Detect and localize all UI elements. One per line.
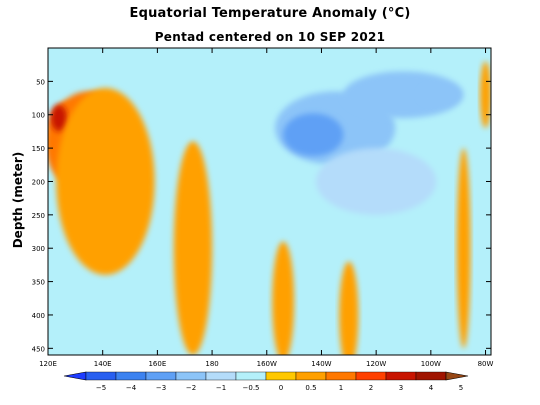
x-tick-label: 160E: [148, 360, 166, 368]
colorbar-segment: [85, 371, 117, 381]
colorbar-segment: [355, 371, 387, 381]
colorbar-label: −4: [126, 384, 137, 392]
x-tick-label: 180: [205, 360, 218, 368]
colorbar-segment: [385, 371, 417, 381]
y-tick-label: 150: [32, 145, 45, 153]
chart-title: Equatorial Temperature Anomaly (°C): [129, 6, 411, 21]
anomaly-region-7: [272, 241, 295, 355]
anomaly-region-14: [419, 84, 459, 105]
y-tick-label: 100: [32, 112, 45, 120]
colorbar-segment: [115, 371, 147, 381]
anomaly-region-6: [173, 141, 213, 355]
y-tick-label: 350: [32, 279, 45, 287]
colorbar-label: 5: [459, 384, 463, 392]
anomaly-region-5: [56, 88, 155, 275]
y-tick-label: 50: [36, 78, 45, 86]
x-tick-label: 120W: [366, 360, 386, 368]
plot-frame: [47, 47, 492, 356]
x-tick-label: 100W: [421, 360, 441, 368]
colorbar-label: 3: [399, 384, 403, 392]
y-tick-label: 400: [32, 312, 45, 320]
x-axis: 120E 140E 160E 180 160W 140W 120W 100W 80W: [39, 48, 494, 368]
anomaly-region-2: [50, 104, 68, 132]
colorbar-label: 2: [369, 384, 373, 392]
chart-subtitle: Pentad centered on 10 SEP 2021: [154, 30, 386, 44]
colorbar-label: −0.5: [243, 384, 260, 392]
colorbar-label: −1: [216, 384, 226, 392]
anomaly-region-9: [456, 148, 471, 349]
x-tick-label: 160W: [257, 360, 277, 368]
y-tick-label: 250: [32, 212, 45, 220]
colorbar-extend-high: [445, 371, 469, 381]
anomaly-region-12: [283, 113, 344, 157]
x-tick-label: 140E: [94, 360, 112, 368]
colorbar-label: 1: [339, 384, 343, 392]
y-axis: 50 100 150 200 250 300 350 400 450: [32, 78, 491, 353]
colorbar-segment: [295, 371, 327, 381]
y-tick-label: 200: [32, 178, 45, 186]
anomaly-region-15: [315, 148, 437, 215]
colorbar-label: −5: [96, 384, 106, 392]
x-tick-label: 140W: [311, 360, 331, 368]
colorbar-segment: [175, 371, 207, 381]
anomaly-region-8: [339, 261, 359, 355]
colorbar-segment: [205, 371, 237, 381]
y-tick-label: 450: [32, 345, 45, 353]
colorbar-label: −3: [156, 384, 166, 392]
colorbar-segment: [415, 371, 447, 381]
colorbar-segment: [145, 371, 177, 381]
colorbar-label: −2: [186, 384, 196, 392]
anomaly-region-10: [480, 61, 491, 129]
y-axis-label: Depth (meter): [11, 152, 25, 249]
x-tick-label: 120E: [39, 360, 57, 368]
anomaly-region-13: [343, 71, 464, 119]
colorbar-label: 0: [279, 384, 283, 392]
y-tick-label: 300: [32, 245, 45, 253]
colorbar-segment: [325, 371, 357, 381]
colorbar-label: 0.5: [305, 384, 316, 392]
colorbar-extend-low: [63, 371, 87, 381]
colorbar: −5 −4 −3 −2 −1 −0.5 0 0.5 1 2 3 4 5: [63, 371, 469, 392]
anomaly-field: [48, 61, 491, 355]
colorbar-label: 4: [429, 384, 434, 392]
y-axis-label-box: Depth (meter): [11, 152, 25, 249]
colorbar-segment: [235, 371, 267, 381]
x-tick-label: 80W: [478, 360, 494, 368]
colorbar-segment: [265, 371, 297, 381]
